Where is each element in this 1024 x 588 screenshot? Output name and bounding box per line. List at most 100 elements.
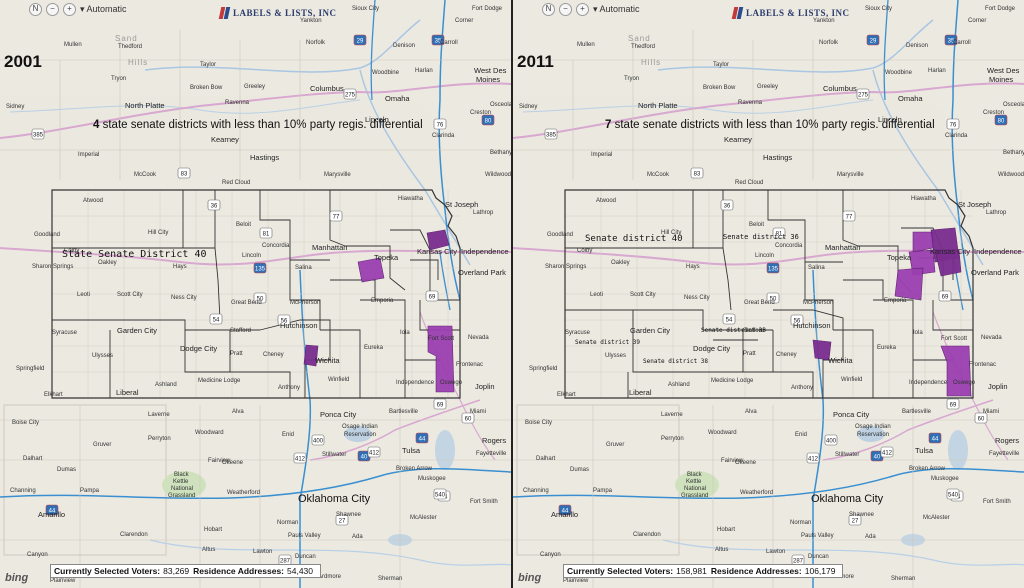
city-label: Imperial — [591, 152, 613, 158]
city-label: Lincoln — [365, 115, 389, 124]
svg-text:35: 35 — [435, 39, 442, 45]
map-mode-dropdown[interactable]: ▾ Automatic — [593, 3, 640, 14]
map-canvas[interactable]: 385 29 35 275 80 76 83 36 77 81 69 135 54 56 50 400 44 69… — [0, 0, 511, 588]
highlighted-district[interactable] — [812, 339, 832, 361]
city-label: Bartlesville — [902, 409, 932, 415]
svg-text:35: 35 — [948, 39, 955, 45]
city-label: Altus — [202, 547, 216, 553]
map-mode-dropdown[interactable]: ▾ Automatic — [80, 3, 127, 14]
city-label: Hiawatha — [911, 196, 937, 202]
city-label: Nevada — [468, 335, 489, 341]
city-label: Concordia — [775, 243, 803, 249]
status-bar: Currently Selected Voters: 158,981 Resid… — [563, 564, 844, 578]
city-label: Rogers — [482, 436, 507, 445]
highlighted-district[interactable] — [357, 257, 385, 283]
map-toolbar: N − + ▾ Automatic — [542, 2, 640, 16]
map-canvas[interactable]: 385 29 35 275 80 76 83 36 77 81 69 135 54 56 50 400 44 69… — [513, 0, 1024, 588]
logo-text: LABELS & LISTS, INC — [746, 8, 850, 18]
svg-text:69: 69 — [942, 295, 949, 301]
city-label: Beloit — [749, 222, 765, 228]
city-label: Syracuse — [52, 330, 78, 336]
map-panel-2001[interactable]: 385 29 35 275 80 76 83 36 77 81 69 135 54 56 50 400 44 69… — [0, 0, 511, 588]
city-label: Oklahoma City — [811, 493, 884, 505]
logo-mark-icon — [220, 7, 230, 19]
city-label: Sioux City — [352, 6, 380, 12]
highlighted-district[interactable] — [934, 249, 962, 277]
highlighted-district[interactable] — [894, 267, 924, 301]
city-label: Woodbine — [372, 70, 399, 76]
svg-text:50: 50 — [770, 297, 777, 303]
svg-text:81: 81 — [263, 232, 270, 238]
city-label: Marysville — [324, 172, 351, 178]
city-label: Okeene — [735, 460, 757, 466]
city-label: Kettle — [686, 479, 702, 485]
highlighted-district[interactable] — [427, 325, 455, 393]
city-label: National — [171, 486, 194, 492]
svg-text:385: 385 — [546, 133, 557, 139]
city-label: Amarillo — [38, 510, 66, 519]
svg-text:80: 80 — [998, 119, 1005, 125]
district-label: Senate district 39 — [575, 339, 641, 346]
city-label: Broken Arrow — [909, 466, 946, 472]
svg-text:44: 44 — [419, 437, 426, 443]
district-boundary — [214, 247, 221, 321]
city-label: Salina — [295, 265, 312, 271]
city-label: Ashland — [668, 382, 690, 388]
city-label: Dodge City — [693, 344, 731, 353]
city-label: Emporia — [371, 298, 394, 304]
city-label: Gruver — [93, 442, 112, 448]
svg-text:77: 77 — [333, 215, 340, 221]
district-boundary — [330, 279, 376, 300]
city-label: Boise City — [12, 420, 40, 426]
district-boundary — [345, 245, 406, 291]
highlighted-district[interactable] — [940, 345, 972, 397]
city-label: McCook — [647, 172, 670, 178]
highlighted-district[interactable] — [303, 344, 319, 367]
city-label: Corner — [968, 18, 987, 24]
city-label: Osage Indian — [342, 424, 378, 430]
compass-button[interactable]: N — [29, 2, 42, 16]
city-label: Greeley — [757, 84, 779, 90]
svg-text:29: 29 — [357, 39, 364, 45]
highway-shield-icon: 400 — [824, 434, 838, 446]
svg-text:44: 44 — [932, 437, 939, 443]
svg-text:412: 412 — [882, 451, 893, 457]
city-label: Thedford — [118, 44, 143, 50]
city-label: Hutchinson — [793, 321, 831, 330]
city-label: Norman — [277, 520, 299, 526]
labels-lists-logo: LABELS & LISTS, INC — [733, 7, 850, 19]
zoom-in-button[interactable]: + — [63, 2, 76, 16]
city-label: Moines — [476, 75, 501, 84]
city-label: Clarendon — [120, 532, 148, 538]
highway-shield-icon: 540 — [946, 488, 960, 500]
city-label: Nevada — [981, 335, 1002, 341]
compass-button[interactable]: N — [542, 2, 555, 16]
city-label: Ravenna — [225, 100, 250, 106]
highway-shield-icon: 69 — [938, 290, 952, 302]
city-label: Pauls Valley — [288, 533, 321, 539]
city-label: Thedford — [631, 44, 656, 50]
city-label: Ada — [352, 534, 363, 540]
city-label: Canyon — [540, 552, 561, 558]
city-label: Denison — [906, 43, 929, 49]
city-label: Ness City — [171, 295, 197, 301]
highway-shield-icon: 29 — [866, 34, 880, 46]
highlighted-district[interactable] — [426, 229, 450, 251]
zoom-in-button[interactable]: + — [576, 2, 589, 16]
city-label: Liberal — [629, 388, 652, 397]
city-label: Leoti — [77, 292, 91, 298]
map-panel-2011[interactable]: 385 29 35 275 80 76 83 36 77 81 69 135 54 56 50 400 44 69… — [513, 0, 1024, 588]
zoom-out-button[interactable]: − — [559, 2, 572, 16]
city-label: Altus — [715, 547, 729, 553]
svg-text:135: 135 — [768, 267, 779, 273]
highway-shield-icon: 50 — [253, 292, 267, 304]
city-label: Sherman — [378, 576, 403, 582]
highway-shield-icon: 36 — [720, 199, 734, 211]
city-label: Dalhart — [23, 456, 43, 462]
city-label: Hiawatha — [398, 196, 424, 202]
city-label: Joplin — [475, 382, 495, 391]
city-label: McPherson — [803, 300, 834, 306]
svg-text:36: 36 — [211, 204, 218, 210]
zoom-out-button[interactable]: − — [46, 2, 59, 16]
svg-text:400: 400 — [313, 439, 324, 445]
